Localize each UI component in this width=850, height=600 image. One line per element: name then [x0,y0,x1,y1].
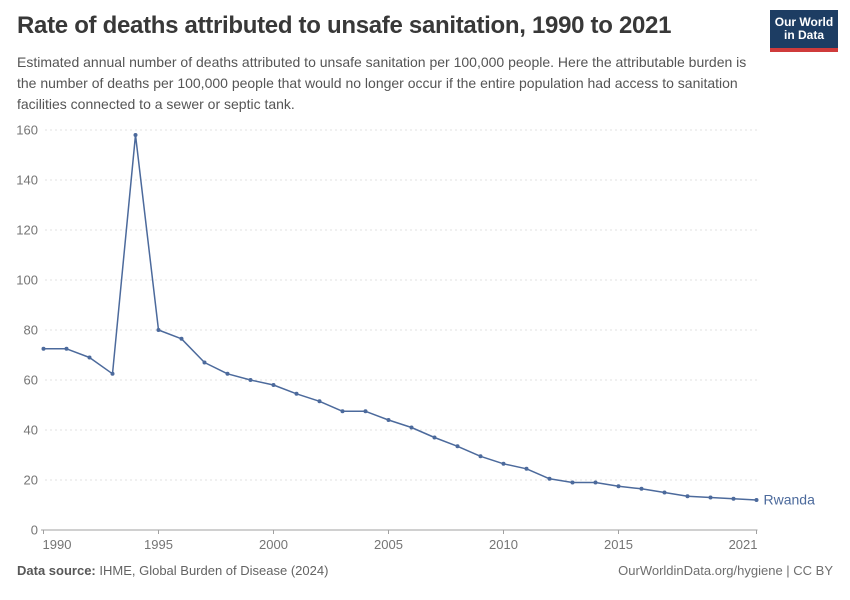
data-point[interactable] [662,490,667,495]
y-axis-tick-label: 140 [16,173,38,188]
data-point[interactable] [708,495,713,500]
data-source-value: IHME, Global Burden of Disease (2024) [95,563,329,578]
y-axis-tick-label: 160 [16,123,38,138]
data-point[interactable] [156,328,161,332]
data-point[interactable] [547,476,552,481]
owid-logo-text: Our World in Data [774,15,834,42]
data-point[interactable] [110,371,115,376]
data-point[interactable] [271,383,276,387]
x-axis-tick-label: 2005 [374,537,403,552]
x-axis-tick-label: 2000 [259,537,288,552]
x-axis-tick-label: 2010 [489,537,518,552]
data-point[interactable] [409,425,414,430]
data-point[interactable] [685,494,690,499]
data-point[interactable] [363,409,368,414]
x-axis-tick-label: 1990 [43,537,72,552]
data-point[interactable] [432,435,437,440]
data-point[interactable] [133,133,138,137]
y-axis-tick-label: 120 [16,223,38,238]
y-axis-tick-label: 0 [31,523,38,538]
data-point[interactable] [41,346,46,351]
chart-footer: Data source: IHME, Global Burden of Dise… [0,563,850,578]
data-point[interactable] [639,486,644,491]
entity-label[interactable]: Rwanda [764,492,816,508]
data-point[interactable] [386,418,391,422]
data-point[interactable] [225,371,230,376]
owid-logo[interactable]: Our World in Data [770,10,838,52]
data-point[interactable] [87,355,92,360]
data-point[interactable] [179,336,184,341]
y-axis-tick-label: 80 [24,323,38,338]
data-point[interactable] [616,484,621,489]
data-point[interactable] [593,480,598,485]
data-point[interactable] [317,399,322,404]
data-point[interactable] [754,498,759,502]
data-source: Data source: IHME, Global Burden of Dise… [17,563,328,578]
data-point[interactable] [294,391,299,396]
y-axis-tick-label: 40 [24,423,38,438]
x-axis-tick-label: 2021 [729,537,758,552]
y-axis-tick-label: 100 [16,273,38,288]
data-point[interactable] [478,454,483,459]
data-point[interactable] [501,461,506,466]
data-point[interactable] [570,480,575,485]
data-point[interactable] [524,466,529,471]
series-line[interactable] [43,134,757,501]
data-point[interactable] [202,360,207,365]
data-source-label: Data source: [17,563,96,578]
data-point[interactable] [64,346,69,351]
credit-link[interactable]: OurWorldinData.org/hygiene | CC BY [618,563,833,578]
data-point[interactable] [340,409,345,414]
page-title: Rate of deaths attributed to unsafe sani… [17,12,672,39]
data-point[interactable] [455,444,460,449]
y-axis-tick-label: 20 [24,473,38,488]
x-axis-tick-label: 1995 [144,537,173,552]
data-point[interactable] [731,496,736,501]
x-axis-tick-label: 2015 [604,537,633,552]
data-point[interactable] [248,378,253,382]
y-axis-tick-label: 60 [24,373,38,388]
chart-subtitle: Estimated annual number of deaths attrib… [17,54,747,112]
